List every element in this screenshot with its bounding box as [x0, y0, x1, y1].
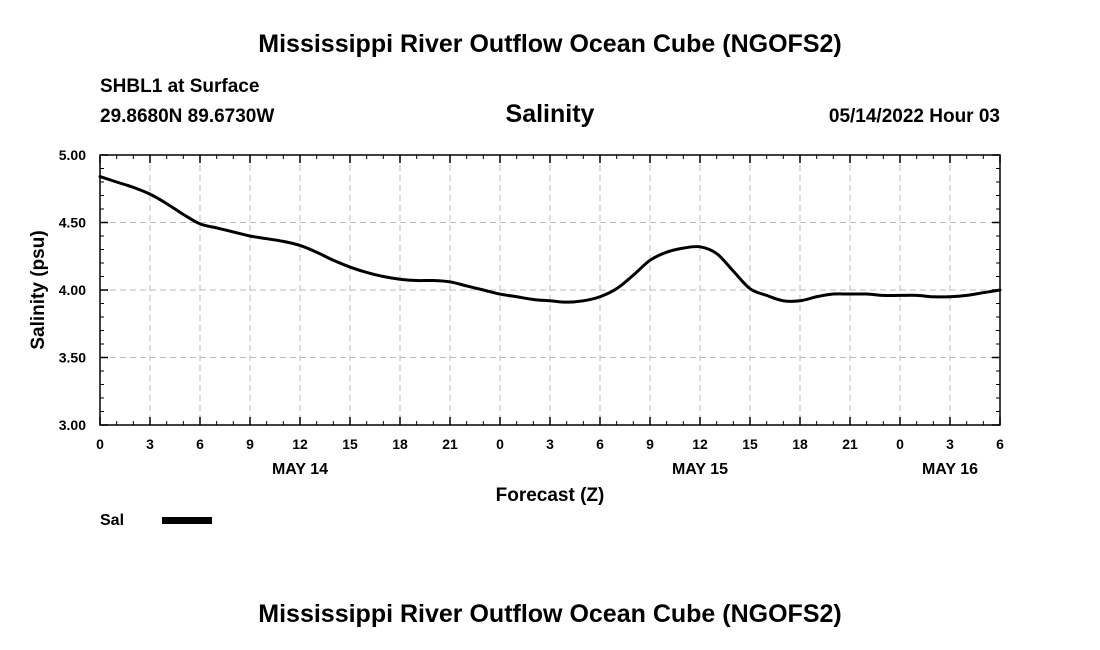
footer-title: Mississippi River Outflow Ocean Cube (NG… [258, 600, 842, 628]
plot-frame [99, 154, 1001, 426]
x-tick-label: 18 [792, 436, 808, 452]
x-tick-label: 9 [646, 436, 654, 452]
x-tick-label: 0 [96, 436, 104, 452]
y-tick-label: 3.50 [59, 350, 86, 366]
x-tick-label: 12 [692, 436, 708, 452]
date-label: MAY 16 [922, 461, 978, 478]
x-tick-label: 3 [146, 436, 154, 452]
y-tick-label: 3.00 [59, 417, 86, 433]
x-tick-label: 6 [596, 436, 604, 452]
x-tick-label: 3 [546, 436, 554, 452]
legend-label: Sal [100, 512, 124, 529]
x-tick-label: 3 [946, 436, 954, 452]
y-tick-label: 4.50 [59, 215, 86, 231]
x-axis-title: Forecast (Z) [496, 485, 605, 506]
x-tick-label: 6 [996, 436, 1004, 452]
axis-labels: 0 3 6 9 12 15 18 21 0 3 6 9 12 15 18 21 0 3 6 3.00 3.50 4.00 4… [59, 147, 1004, 478]
x-tick-label: 6 [196, 436, 204, 452]
legend-swatch [162, 517, 212, 524]
run-time-label: 05/14/2022 Hour 03 [828, 106, 1000, 127]
date-label: MAY 14 [272, 461, 328, 478]
x-tick-label: 18 [392, 436, 408, 452]
y-axis-title: Salinity (psu) [28, 230, 49, 349]
coordinates-label: 29.8680N 89.6730W [100, 106, 275, 127]
page-title: Mississippi River Outflow Ocean Cube (NG… [258, 30, 842, 58]
legend: Sal [100, 512, 212, 529]
y-tick-label: 5.00 [59, 147, 86, 163]
x-tick-label: 15 [342, 436, 358, 452]
x-tick-label: 0 [896, 436, 904, 452]
y-tick-label: 4.00 [59, 282, 86, 298]
x-tick-label: 0 [496, 436, 504, 452]
x-tick-label: 21 [442, 436, 458, 452]
grid [100, 155, 1000, 425]
chart-title: Salinity [505, 100, 595, 128]
date-label: MAY 15 [672, 461, 728, 478]
x-tick-label: 12 [292, 436, 308, 452]
salinity-series-line [98, 175, 1002, 304]
x-tick-label: 15 [742, 436, 758, 452]
x-tick-label: 9 [246, 436, 254, 452]
station-label: SHBL1 at Surface [100, 76, 260, 97]
x-tick-label: 21 [842, 436, 858, 452]
